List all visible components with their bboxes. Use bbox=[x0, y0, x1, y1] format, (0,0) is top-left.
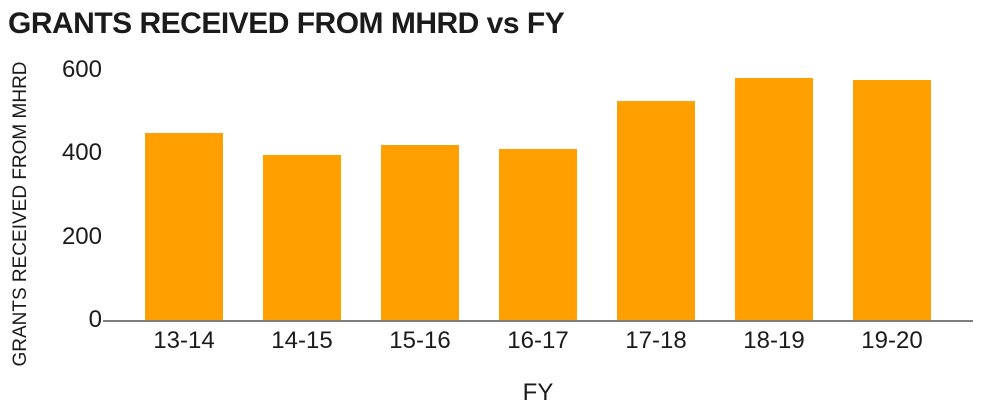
bar-slot: 17-18 bbox=[617, 70, 695, 353]
bar-slot: 14-15 bbox=[263, 70, 341, 353]
bar-slot: 13-14 bbox=[145, 70, 223, 353]
x-tick-label: 14-15 bbox=[271, 327, 333, 354]
bar bbox=[853, 80, 931, 320]
x-tick-label: 19-20 bbox=[861, 327, 923, 354]
bar bbox=[499, 149, 577, 320]
x-tick-label: 17-18 bbox=[625, 327, 687, 354]
bar bbox=[145, 132, 223, 320]
bar bbox=[381, 145, 459, 320]
x-tick-label: 13-14 bbox=[153, 327, 215, 354]
bar-slot: 16-17 bbox=[499, 70, 577, 353]
x-tick-label: 18-19 bbox=[743, 327, 805, 354]
x-tick-label: 16-17 bbox=[507, 327, 569, 354]
y-tick-label: 400 bbox=[61, 139, 102, 167]
y-axis-tick-labels: 0 200 400 600 bbox=[50, 58, 102, 332]
bar bbox=[263, 155, 341, 320]
y-axis-title: GRANTS RECEIVED FROM MHRD bbox=[10, 61, 31, 367]
chart-title: GRANTS RECEIVED FROM MHRD vs FY bbox=[8, 7, 565, 40]
x-axis-title: FY bbox=[522, 379, 554, 406]
bar-slot: 19-20 bbox=[853, 70, 931, 353]
y-tick-label: 200 bbox=[61, 222, 102, 250]
bar-slot: 15-16 bbox=[381, 70, 459, 353]
plot-area: 13-14 14-15 15-16 16-17 17-18 18-19 19-2… bbox=[103, 70, 973, 353]
bar bbox=[735, 78, 813, 320]
y-tick-label: 600 bbox=[61, 56, 102, 83]
bar bbox=[617, 101, 695, 320]
x-tick-label: 15-16 bbox=[389, 327, 451, 354]
bar-slot: 18-19 bbox=[735, 70, 813, 353]
y-tick-label: 0 bbox=[88, 306, 102, 333]
